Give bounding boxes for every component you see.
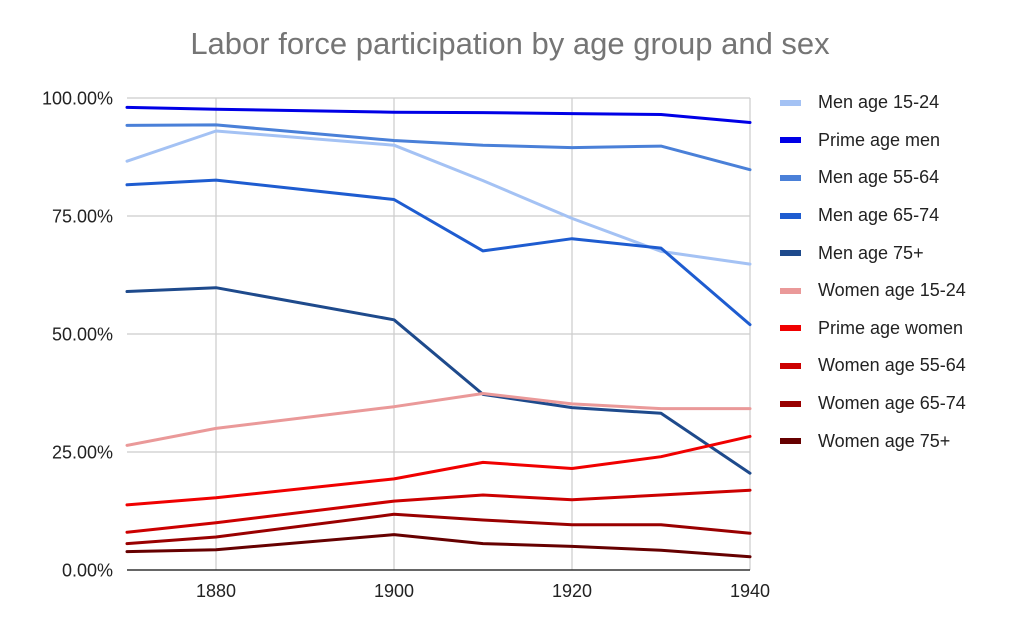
series-line-men-age-75 [125,286,752,475]
series-line-women-age-65-74 [125,512,752,546]
series-line-women-age-55-64 [125,488,752,534]
grid-lines [127,97,751,570]
y-tick-label: 50.00% [52,325,113,345]
x-tick-label: 1880 [196,581,236,601]
x-tick-label: 1940 [730,581,770,601]
series-line-prime-age-women [125,434,752,507]
series-line-men-age-15-24 [125,129,752,266]
series-line-prime-age-men [125,105,752,124]
legend: Men age 15-24 Prime age men Men age 55-64 M… [780,84,966,460]
legend-label: Men age 65-74 [818,205,940,226]
y-tick-labels: 0.00% 25.00% 50.00% 75.00% 100.00% [42,89,113,581]
y-tick-label: 25.00% [52,443,113,463]
series-line-men-age-55-64 [125,123,752,172]
legend-label: Prime age men [818,129,941,150]
legend-item-women-age-65-74: Women age 65-74 [780,385,966,423]
legend-swatch [780,137,801,144]
legend-swatch [780,174,801,181]
legend-label: Men age 15-24 [818,92,940,113]
legend-item-prime-age-men: Prime age men [780,122,966,160]
legend-label: Women age 75+ [818,430,951,451]
legend-swatch [780,250,801,257]
legend-item-women-age-55-64: Women age 55-64 [780,347,966,385]
legend-swatch [780,438,801,445]
legend-label: Women age 55-64 [818,355,966,376]
legend-item-men-age-55-64: Men age 55-64 [780,159,966,197]
legend-swatch [780,362,801,369]
legend-swatch [780,287,801,294]
x-tick-label: 1920 [552,581,592,601]
legend-label: Women age 15-24 [818,280,966,301]
legend-item-women-age-15-24: Women age 15-24 [780,272,966,310]
x-tick-labels: 1880 1900 1920 1940 [196,581,770,601]
legend-swatch [780,99,801,106]
series-line-women-age-75 [125,533,752,559]
legend-swatch [780,400,801,407]
series-line-men-age-65-74 [125,178,752,327]
legend-label: Men age 55-64 [818,167,940,188]
legend-item-men-age-65-74: Men age 65-74 [780,197,966,235]
y-tick-label: 100.00% [42,89,113,109]
y-tick-label: 0.00% [62,561,113,581]
series-lines [125,105,752,559]
x-tick-label: 1900 [374,581,414,601]
y-tick-label: 75.00% [52,207,113,227]
series-line-women-age-15-24 [125,392,752,447]
legend-item-prime-age-women: Prime age women [780,310,966,348]
legend-swatch [780,325,801,332]
legend-label: Prime age women [818,317,964,338]
legend-label: Men age 75+ [818,242,924,263]
chart-title: Labor force participation by age group a… [190,26,830,61]
legend-label: Women age 65-74 [818,393,966,414]
legend-swatch [780,212,801,219]
legend-item-men-age-15-24: Men age 15-24 [780,84,966,122]
legend-item-men-age-75: Men age 75+ [780,234,966,272]
legend-item-women-age-75: Women age 75+ [780,422,966,460]
